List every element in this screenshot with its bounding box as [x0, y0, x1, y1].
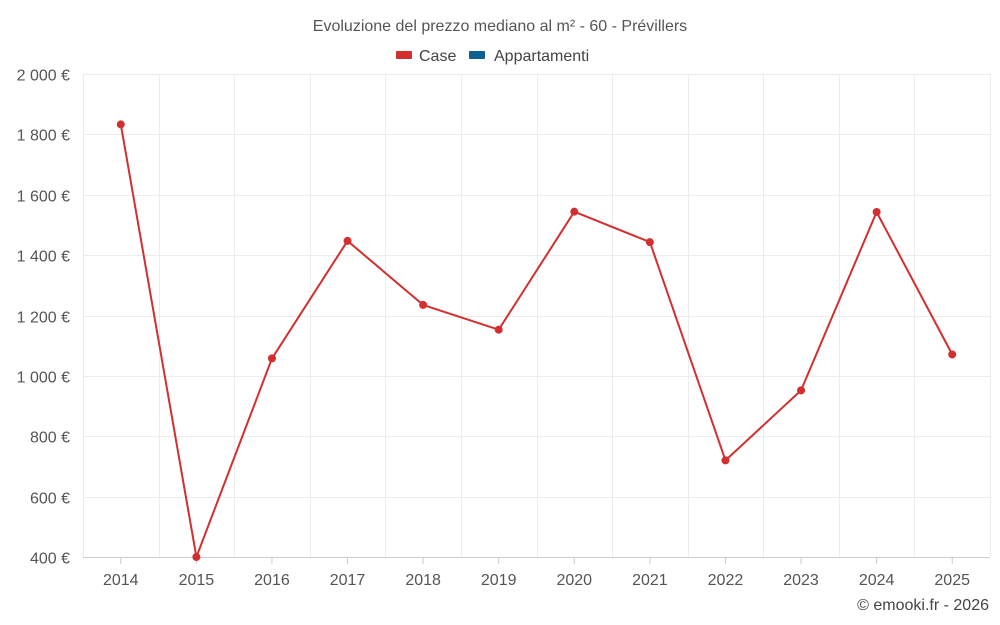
legend: Case Appartamenti — [396, 48, 589, 65]
x-tick-label: 2019 — [481, 572, 517, 589]
grid — [83, 74, 991, 557]
x-tick-label: 2022 — [708, 572, 744, 589]
y-tick-label: 800 € — [30, 430, 70, 447]
data-point-case[interactable] — [267, 354, 276, 363]
data-point-case[interactable] — [645, 238, 654, 247]
y-tick-label: 1 600 € — [17, 189, 70, 206]
y-tick-label: 1 400 € — [17, 249, 70, 266]
y-tick-label: 2 000 € — [17, 68, 70, 85]
x-tick-label: 2016 — [254, 572, 290, 589]
data-point-case[interactable] — [494, 325, 503, 334]
x-tick-label: 2020 — [556, 572, 592, 589]
data-point-case[interactable] — [797, 386, 806, 395]
y-tick-label: 1 000 € — [17, 370, 70, 387]
legend-label-appartamenti: Appartamenti — [494, 48, 589, 65]
y-axis-ticks: 400 € 600 € 800 € 1 000 € 1 200 € 1 400 € 1 60… — [17, 68, 70, 568]
x-tick-label: 2017 — [330, 572, 366, 589]
x-axis-ticks: 2014 2015 2016 2017 2018 2019 2020 2021 2022 2023… — [103, 557, 970, 589]
data-point-case[interactable] — [872, 207, 881, 216]
x-tick-label: 2023 — [783, 572, 819, 589]
legend-item-appartamenti[interactable]: Appartamenti — [469, 48, 589, 65]
y-tick-label: 400 € — [30, 551, 70, 568]
credit-text: © emooki.fr - 2026 — [857, 597, 989, 614]
x-tick-label: 2015 — [179, 572, 215, 589]
x-tick-label: 2025 — [934, 572, 970, 589]
x-tick-label: 2014 — [103, 572, 139, 589]
legend-swatch-appartamenti — [469, 51, 485, 59]
x-tick-label: 2018 — [405, 572, 441, 589]
data-point-case[interactable] — [343, 236, 352, 245]
y-tick-label: 1 200 € — [17, 310, 70, 327]
legend-swatch-case — [396, 51, 412, 59]
x-tick-label: 2024 — [859, 572, 895, 589]
data-point-case[interactable] — [721, 456, 730, 465]
data-point-case[interactable] — [419, 300, 428, 309]
data-point-case[interactable] — [948, 350, 957, 359]
chart-title: Evoluzione del prezzo mediano al m² - 60… — [313, 18, 687, 35]
legend-item-case[interactable]: Case — [396, 48, 456, 65]
legend-label-case: Case — [419, 48, 456, 65]
data-point-case[interactable] — [116, 120, 125, 129]
x-tick-label: 2021 — [632, 572, 668, 589]
y-tick-label: 1 800 € — [17, 128, 70, 145]
series-line-case — [119, 124, 954, 558]
y-tick-label: 600 € — [30, 491, 70, 508]
data-point-case[interactable] — [570, 207, 579, 216]
data-point-case[interactable] — [192, 553, 201, 561]
series — [116, 120, 957, 561]
